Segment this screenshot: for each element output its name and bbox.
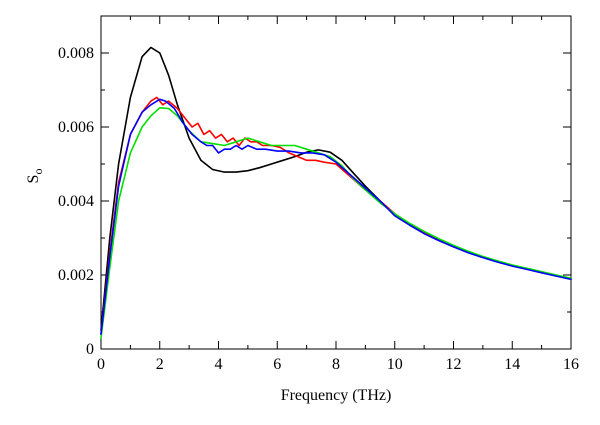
y-tick-label: 0.008 <box>58 45 94 62</box>
y-tick-label: 0.002 <box>58 267 94 284</box>
y-tick-label: 0.004 <box>58 193 94 210</box>
x-tick-label: 2 <box>156 356 164 373</box>
x-tick-label: 14 <box>504 356 520 373</box>
y-tick-label: 0.006 <box>58 119 94 136</box>
series-line-4 <box>100 98 572 336</box>
y-tick-label: 0 <box>86 341 94 358</box>
plot-frame <box>100 15 572 350</box>
x-tick-label: 8 <box>332 356 340 373</box>
x-tick-label: 16 <box>563 356 579 373</box>
x-tick-label: 4 <box>215 356 223 373</box>
x-tick-label: 12 <box>446 356 462 373</box>
x-tick-label: 0 <box>97 356 105 373</box>
y-axis-title-subscript: o <box>31 169 45 175</box>
y-axis-title: So <box>25 169 45 184</box>
y-axis-title-main: S <box>25 175 42 184</box>
ticks-layer: 0 2 4 6 8 10 12 14 16 0 0.002 0.004 0.006 0.008 <box>58 16 579 373</box>
x-tick-label: 10 <box>387 356 403 373</box>
series-layer <box>100 46 572 339</box>
x-axis-title: Frequency (THz) <box>281 387 392 404</box>
series-line-3 <box>100 107 572 339</box>
series-line-1 <box>100 46 572 332</box>
series-line-2 <box>100 96 572 336</box>
x-tick-label: 6 <box>273 356 281 373</box>
